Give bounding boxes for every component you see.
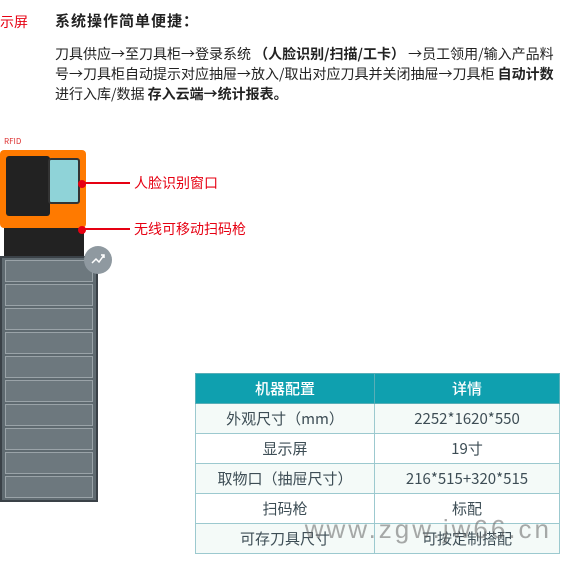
face-recognition-window bbox=[48, 158, 80, 204]
callout-label-scanner: 无线可移动扫码枪 bbox=[134, 219, 246, 239]
spec-cell-val: 216*515+320*515 bbox=[375, 464, 560, 494]
spec-tbody: 外观尺寸（mm）2252*1620*550显示屏19寸取物口（抽屉尺寸）216*… bbox=[196, 404, 560, 554]
tool-cabinet: RFID bbox=[0, 150, 115, 510]
spec-row: 显示屏19寸 bbox=[196, 434, 560, 464]
cabinet-drawer bbox=[5, 356, 93, 378]
spec-cell-val: 标配 bbox=[375, 494, 560, 524]
spec-cell-val: 可按定制搭配 bbox=[375, 524, 560, 554]
callout-dot bbox=[78, 180, 86, 188]
callout-line-face bbox=[82, 182, 130, 184]
cabinet-drawer bbox=[5, 308, 93, 330]
cabinet-drawer bbox=[5, 404, 93, 426]
spec-cell-key: 扫码枪 bbox=[196, 494, 375, 524]
rfid-tag: RFID bbox=[2, 136, 23, 147]
stats-badge-icon bbox=[84, 246, 112, 274]
cropped-red-text: 示屏 bbox=[0, 12, 28, 32]
cabinet-drawer bbox=[5, 476, 93, 498]
spec-cell-val: 2252*1620*550 bbox=[375, 404, 560, 434]
spec-row: 扫码枪标配 bbox=[196, 494, 560, 524]
spec-cell-key: 可存刀具尺寸 bbox=[196, 524, 375, 554]
flow-seg-1: 刀具供应→至刀具柜→登录系统 bbox=[55, 44, 251, 64]
cabinet-drawer bbox=[5, 332, 93, 354]
cabinet-drawer bbox=[5, 428, 93, 450]
spec-header-detail: 详情 bbox=[375, 374, 560, 404]
callout-line-scanner bbox=[82, 228, 130, 230]
flow-seg-3: 进行入库/数据 bbox=[55, 84, 145, 104]
spec-row: 可存刀具尺寸可按定制搭配 bbox=[196, 524, 560, 554]
cabinet-drawer bbox=[5, 452, 93, 474]
cabinet-drawer bbox=[5, 284, 93, 306]
spec-cell-key: 取物口（抽屉尺寸） bbox=[196, 464, 375, 494]
callout-label-face: 人脸识别窗口 bbox=[134, 173, 218, 193]
spec-header-row: 机器配置 详情 bbox=[196, 374, 560, 404]
callout-dot bbox=[78, 226, 86, 234]
chart-arrow-icon bbox=[91, 253, 105, 267]
operation-flow-text: 刀具供应→至刀具柜→登录系统 （人脸识别/扫描/工卡） →员工领用/输入产品料号… bbox=[55, 44, 564, 104]
flow-bold-auth: （人脸识别/扫描/工卡） bbox=[254, 44, 405, 64]
spec-table: 机器配置 详情 外观尺寸（mm）2252*1620*550显示屏19寸取物口（抽… bbox=[195, 373, 560, 554]
cabinet-drawers bbox=[0, 256, 98, 502]
page-root: 示屏 系统操作简单便捷： 刀具供应→至刀具柜→登录系统 （人脸识别/扫描/工卡）… bbox=[0, 0, 576, 575]
spec-header-config: 机器配置 bbox=[196, 374, 375, 404]
cabinet-screen bbox=[6, 156, 50, 216]
flow-bold-cloud: 存入云端→统计报表。 bbox=[148, 84, 288, 104]
spec-row: 取物口（抽屉尺寸）216*515+320*515 bbox=[196, 464, 560, 494]
section-headline: 系统操作简单便捷： bbox=[55, 10, 199, 31]
spec-row: 外观尺寸（mm）2252*1620*550 bbox=[196, 404, 560, 434]
spec-cell-key: 外观尺寸（mm） bbox=[196, 404, 375, 434]
cabinet-neck bbox=[4, 228, 84, 256]
spec-cell-val: 19寸 bbox=[375, 434, 560, 464]
cabinet-head: RFID bbox=[0, 150, 86, 228]
cabinet-drawer bbox=[5, 380, 93, 402]
spec-cell-key: 显示屏 bbox=[196, 434, 375, 464]
flow-bold-count: 自动计数 bbox=[498, 64, 554, 84]
cabinet-drawer bbox=[5, 260, 93, 282]
